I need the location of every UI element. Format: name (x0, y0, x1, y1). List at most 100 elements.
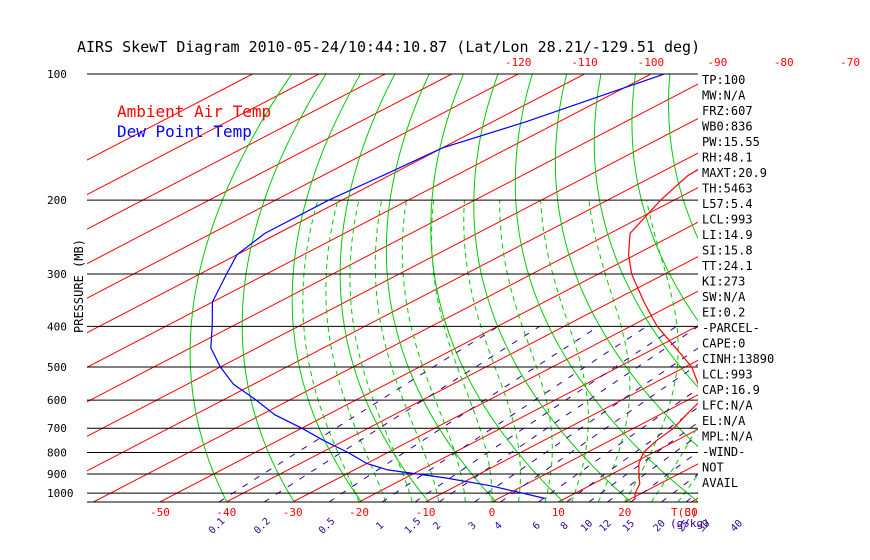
mixing-ratio-line (414, 325, 677, 502)
index-item: TP:100 (702, 73, 745, 87)
isotherm-line (425, 359, 698, 502)
moist-adiabat-line (463, 200, 521, 502)
mixing-ratio-line (661, 473, 698, 502)
chart-title: AIRS SkewT Diagram 2010-05-24/10:44:10.8… (77, 38, 700, 56)
moist-adiabat-line (302, 200, 360, 502)
index-item: FRZ:607 (702, 104, 753, 118)
mixing-ratio-tick-label: 40 (729, 518, 745, 534)
y-axis-label: PRESSURE (MB) (72, 239, 86, 333)
index-item: -WIND- (702, 445, 745, 459)
index-item: -PARCEL- (702, 321, 760, 335)
isobar-layer (87, 73, 698, 503)
mixing-ratio-tick-label: 4 (493, 520, 505, 532)
pressure-tick-label: 700 (47, 422, 67, 435)
mixing-ratio-tick-label: 2 (431, 520, 443, 532)
index-item: MW:N/A (702, 89, 746, 103)
bottom-temperature-tick-label: -50 (150, 506, 170, 519)
moist-adiabat-line (650, 424, 698, 502)
isotherm-line (758, 74, 870, 502)
bottom-axis-unit-label: T(C) (671, 506, 698, 519)
index-item: LFC:N/A (702, 399, 753, 413)
mixing-ratio-unit-label: (g/kg) (670, 517, 710, 530)
bottom-temperature-tick-label: -40 (216, 506, 236, 519)
dry-adiabat-line (241, 74, 327, 502)
pressure-tick-label: 200 (47, 194, 67, 207)
mixing-ratio-tick-label: 0.5 (317, 516, 338, 537)
mixing-ratio-line (328, 325, 599, 502)
legend-ambient-air-temp: Ambient Air Temp (117, 102, 271, 121)
bottom-temperature-tick-label: 30 (684, 506, 697, 519)
mixing-ratio-tick-label: 8 (559, 520, 571, 532)
dew-point-temp-line (210, 74, 665, 500)
isotherm-line (87, 118, 698, 437)
index-item: SI:15.8 (702, 244, 753, 258)
pressure-tick-label: 300 (47, 268, 67, 281)
moist-adiabat-line (374, 200, 440, 502)
bottom-temperature-tick-label: 10 (552, 506, 565, 519)
mixing-ratio-tick-label: 0.1 (207, 516, 228, 537)
isotherm-line (159, 221, 698, 502)
isotherm-line (87, 74, 452, 265)
index-item: LCL:993 (702, 368, 753, 382)
legend-dew-point-temp: Dew Point Temp (117, 122, 252, 141)
isotherm-line (358, 325, 698, 502)
mixing-ratio-line (630, 451, 698, 502)
index-item: CAP:16.9 (702, 383, 760, 397)
pressure-tick-label: 800 (47, 447, 67, 460)
index-item: L57:5.4 (702, 197, 753, 211)
dry-adiabat-line (189, 74, 293, 502)
moist-adiabat-line (349, 200, 413, 502)
moist-adiabat-line (588, 200, 631, 502)
dry-adiabat-line (842, 74, 870, 502)
index-item: CAPE:0 (702, 337, 745, 351)
index-item: TT:24.1 (702, 259, 753, 273)
dry-adiabat-line (554, 74, 698, 448)
dry-adiabat-line (593, 74, 698, 389)
isotherm-line (491, 394, 698, 502)
index-item: EI:0.2 (702, 306, 745, 320)
index-item: LI:14.9 (702, 228, 753, 242)
mixing-ratio-tick-label: 1.5 (403, 516, 424, 537)
isotherm-line (87, 74, 585, 334)
pressure-tick-label: 500 (47, 361, 67, 374)
dry-adiabat-line (385, 74, 497, 502)
mixing-ratio-line (218, 325, 499, 502)
mixing-ratio-tick-label: 1 (374, 520, 386, 532)
bottom-temperature-tick-label: 20 (618, 506, 631, 519)
top-temperature-tick-label: -110 (571, 56, 598, 69)
top-temperature-tick-label: -120 (505, 56, 532, 69)
dry-adiabat-line (514, 74, 698, 502)
mixing-ratio-line (538, 388, 698, 502)
dry-adiabat-line (430, 74, 564, 502)
moist-adiabat-line (431, 200, 493, 502)
isotherm-line (87, 74, 652, 368)
isotherm-line (87, 83, 698, 403)
index-item: MAXT:20.9 (702, 166, 767, 180)
dry-adiabat-line (773, 74, 870, 502)
mixing-ratio-tick-label: 15 (621, 518, 637, 534)
index-item: NOT (702, 461, 724, 475)
top-temperature-tick-label: -80 (774, 56, 794, 69)
index-item: PW:15.55 (702, 135, 760, 149)
mixing-ratio-line (500, 363, 698, 502)
mixing-ratio-line (263, 325, 540, 502)
moist-adiabat-line (499, 200, 553, 502)
top-temperature-tick-label: -100 (638, 56, 665, 69)
dry-adiabat-line (667, 74, 698, 240)
index-item: WB0:836 (702, 120, 753, 134)
series-layer (210, 74, 698, 500)
index-item: CINH:13890 (702, 352, 774, 366)
index-item: LCL:993 (702, 213, 753, 227)
index-item: MPL:N/A (702, 430, 753, 444)
mixing-ratio-tick-label: 20 (652, 518, 668, 534)
pressure-tick-label: 900 (47, 468, 67, 481)
mixing-ratio-tick-label: 10 (579, 518, 595, 534)
mixing-ratio-line (566, 406, 698, 502)
mixing-ratio-line (381, 325, 648, 502)
mixing-ratio-line (588, 421, 698, 502)
isotherm-line (87, 152, 698, 472)
mixing-ratio-line (607, 434, 698, 502)
index-item: SW:N/A (702, 290, 746, 304)
